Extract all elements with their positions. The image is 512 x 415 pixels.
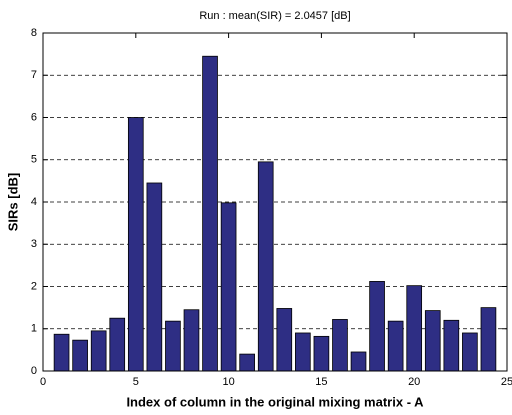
x-tick-label: 10 bbox=[222, 376, 234, 388]
bar bbox=[313, 335, 330, 372]
y-tick-label: 1 bbox=[31, 323, 37, 335]
x-tick-label: 0 bbox=[40, 376, 46, 388]
y-axis-label: SIRs [dB] bbox=[5, 173, 20, 232]
bar bbox=[53, 333, 70, 372]
bar bbox=[109, 317, 126, 372]
axes-box bbox=[42, 32, 508, 372]
bar bbox=[202, 55, 218, 372]
y-tick-label: 2 bbox=[31, 280, 37, 292]
bar bbox=[406, 285, 423, 372]
bar bbox=[165, 320, 181, 372]
bar bbox=[332, 319, 348, 372]
x-tick-label: 15 bbox=[315, 376, 327, 388]
x-tick-label: 5 bbox=[133, 376, 139, 388]
bar bbox=[183, 309, 200, 372]
y-tick-label: 7 bbox=[31, 69, 37, 81]
y-tick-label: 5 bbox=[31, 154, 37, 166]
bar bbox=[480, 307, 497, 372]
bar bbox=[127, 117, 144, 372]
bar bbox=[239, 353, 255, 372]
x-tick-label: 25 bbox=[501, 376, 512, 388]
x-axis-label: Index of column in the original mixing m… bbox=[126, 394, 424, 409]
bar bbox=[220, 202, 237, 372]
bar bbox=[369, 281, 385, 372]
bar bbox=[146, 182, 163, 372]
y-tick-label: 3 bbox=[31, 238, 37, 250]
chart-title: Run : mean(SIR) = 2.0457 [dB] bbox=[199, 10, 350, 22]
x-tick-label: 20 bbox=[408, 376, 420, 388]
bar bbox=[90, 330, 107, 372]
bar bbox=[276, 308, 293, 372]
bar bbox=[72, 339, 88, 372]
bar bbox=[424, 310, 441, 372]
bar bbox=[295, 332, 311, 372]
bar bbox=[257, 161, 274, 372]
y-tick-label: 4 bbox=[31, 196, 37, 208]
bar bbox=[387, 320, 404, 372]
bar bbox=[462, 332, 478, 372]
y-tick-label: 0 bbox=[31, 365, 37, 377]
bar bbox=[443, 319, 460, 372]
y-tick-label: 6 bbox=[31, 111, 37, 123]
bar bbox=[350, 351, 367, 372]
y-tick-label: 8 bbox=[31, 27, 37, 39]
